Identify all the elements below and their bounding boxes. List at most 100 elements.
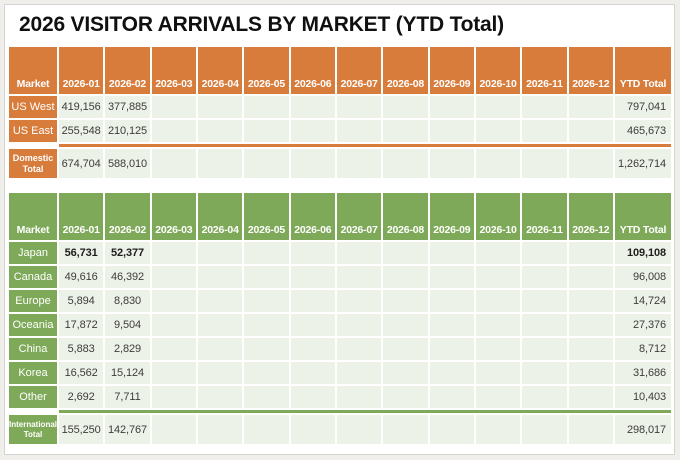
cell-2026-02: 52,377 bbox=[105, 242, 150, 264]
cell-empty bbox=[151, 96, 196, 118]
cell-empty bbox=[429, 362, 474, 384]
cell-2026-02: 8,830 bbox=[105, 290, 150, 312]
cell-empty bbox=[244, 314, 289, 336]
cell-empty bbox=[475, 266, 521, 288]
cell-2026-02: 377,885 bbox=[105, 96, 150, 118]
market-label: Domestic Total bbox=[9, 149, 57, 178]
cell-empty bbox=[336, 120, 382, 142]
cell-2026-01: 17,872 bbox=[59, 314, 104, 336]
cell-empty bbox=[383, 386, 428, 408]
cell-empty bbox=[290, 338, 335, 360]
table-row-europe: Europe 5,894 8,830 14,724 bbox=[9, 290, 671, 312]
cell-empty bbox=[336, 96, 382, 118]
total-separator-line bbox=[9, 410, 671, 413]
cell-empty bbox=[244, 96, 289, 118]
col-header-month: 2026-10 bbox=[475, 47, 521, 94]
cell-ytd-total: 1,262,714 bbox=[615, 149, 671, 178]
cell-empty bbox=[290, 242, 335, 264]
cell-empty bbox=[244, 415, 289, 444]
cell-2026-01: 5,894 bbox=[59, 290, 104, 312]
market-label: US West bbox=[9, 96, 57, 118]
cell-empty bbox=[522, 96, 567, 118]
col-header-month: 2026-09 bbox=[429, 193, 474, 240]
cell-empty bbox=[475, 242, 521, 264]
domestic-header-row: Market 2026-01 2026-02 2026-03 2026-04 2… bbox=[9, 47, 671, 94]
col-header-month: 2026-12 bbox=[568, 193, 613, 240]
separator-line bbox=[59, 144, 671, 147]
cell-empty bbox=[383, 314, 428, 336]
cell-ytd-total: 8,712 bbox=[615, 338, 671, 360]
col-header-month: 2026-08 bbox=[383, 47, 428, 94]
col-header-month: 2026-04 bbox=[197, 47, 243, 94]
cell-empty bbox=[383, 415, 428, 444]
cell-ytd-total: 10,403 bbox=[615, 386, 671, 408]
cell-ytd-total: 465,673 bbox=[615, 120, 671, 142]
col-header-month: 2026-03 bbox=[151, 47, 196, 94]
cell-empty bbox=[383, 338, 428, 360]
cell-empty bbox=[336, 242, 382, 264]
cell-empty bbox=[429, 386, 474, 408]
cell-empty bbox=[475, 290, 521, 312]
cell-empty bbox=[475, 362, 521, 384]
cell-ytd-total: 109,108 bbox=[615, 242, 671, 264]
market-label: Canada bbox=[9, 266, 57, 288]
cell-empty bbox=[383, 266, 428, 288]
cell-ytd-total: 14,724 bbox=[615, 290, 671, 312]
cell-empty bbox=[290, 266, 335, 288]
domestic-table: Market 2026-01 2026-02 2026-03 2026-04 2… bbox=[7, 45, 673, 180]
col-header-ytd-total: YTD Total bbox=[615, 47, 671, 94]
cell-2026-01: 5,883 bbox=[59, 338, 104, 360]
cell-empty bbox=[151, 149, 196, 178]
cell-empty bbox=[568, 120, 613, 142]
cell-empty bbox=[336, 338, 382, 360]
cell-empty bbox=[522, 338, 567, 360]
cell-empty bbox=[429, 266, 474, 288]
cell-empty bbox=[475, 96, 521, 118]
cell-2026-02: 15,124 bbox=[105, 362, 150, 384]
cell-empty bbox=[568, 266, 613, 288]
cell-empty bbox=[151, 266, 196, 288]
cell-empty bbox=[197, 386, 243, 408]
table-row-japan: Japan 56,731 52,377 109,108 bbox=[9, 242, 671, 264]
table-row-us-east: US East 255,548 210,125 465,673 bbox=[9, 120, 671, 142]
cell-empty bbox=[429, 314, 474, 336]
table-row-oceania: Oceania 17,872 9,504 27,376 bbox=[9, 314, 671, 336]
cell-2026-01: 155,250 bbox=[59, 415, 104, 444]
page-title: 2026 VISITOR ARRIVALS BY MARKET (YTD Tot… bbox=[19, 13, 504, 36]
cell-empty bbox=[475, 386, 521, 408]
international-header-row: Market 2026-01 2026-02 2026-03 2026-04 2… bbox=[9, 193, 671, 240]
cell-empty bbox=[151, 386, 196, 408]
cell-empty bbox=[522, 314, 567, 336]
cell-empty bbox=[383, 290, 428, 312]
col-header-month: 2026-11 bbox=[522, 193, 567, 240]
cell-empty bbox=[383, 362, 428, 384]
col-header-month: 2026-07 bbox=[336, 193, 382, 240]
cell-empty bbox=[244, 290, 289, 312]
cell-empty bbox=[151, 415, 196, 444]
cell-empty bbox=[151, 242, 196, 264]
cell-2026-02: 142,767 bbox=[105, 415, 150, 444]
cell-empty bbox=[244, 362, 289, 384]
table-row-other: Other 2,692 7,711 10,403 bbox=[9, 386, 671, 408]
cell-empty bbox=[522, 386, 567, 408]
table-row-korea: Korea 16,562 15,124 31,686 bbox=[9, 362, 671, 384]
cell-empty bbox=[568, 415, 613, 444]
col-header-month: 2026-12 bbox=[568, 47, 613, 94]
cell-empty bbox=[151, 120, 196, 142]
cell-empty bbox=[522, 266, 567, 288]
cell-2026-01: 419,156 bbox=[59, 96, 104, 118]
market-label: US East bbox=[9, 120, 57, 142]
cell-empty bbox=[336, 149, 382, 178]
cell-empty bbox=[522, 120, 567, 142]
table-row-us-west: US West 419,156 377,885 797,041 bbox=[9, 96, 671, 118]
market-label: Europe bbox=[9, 290, 57, 312]
cell-empty bbox=[429, 415, 474, 444]
col-header-market: Market bbox=[9, 193, 57, 240]
cell-empty bbox=[244, 242, 289, 264]
cell-empty bbox=[429, 149, 474, 178]
cell-empty bbox=[522, 415, 567, 444]
cell-empty bbox=[151, 338, 196, 360]
col-header-month: 2026-02 bbox=[105, 193, 150, 240]
cell-empty bbox=[522, 242, 567, 264]
cell-2026-02: 9,504 bbox=[105, 314, 150, 336]
